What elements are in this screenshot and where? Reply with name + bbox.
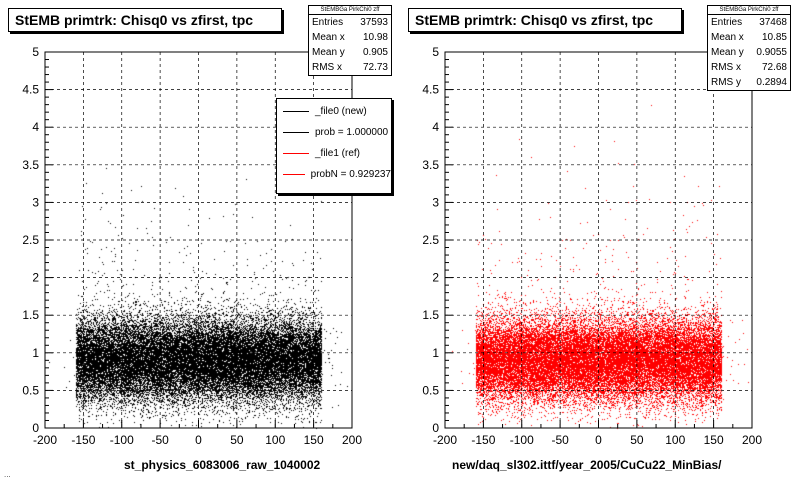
x-tick-label: -200: [33, 433, 57, 447]
y-tick-label: 4.5: [22, 83, 39, 97]
stats-mean-y: Mean y 0.9055: [711, 47, 787, 58]
y-tick-label: 5: [432, 45, 439, 59]
y-tick-label: 2.5: [22, 233, 39, 247]
y-tick-label: 0: [32, 421, 39, 435]
x-tick-label: 50: [630, 433, 644, 447]
x-tick-label: 150: [304, 433, 324, 447]
legend-entry-prob: prob = 1.000000: [277, 122, 391, 143]
legend-entry-file0: _file0 (new): [277, 101, 391, 122]
stats-mean-x: Mean x 10.85: [711, 32, 787, 43]
stats-entries: Entries 37593: [312, 17, 388, 28]
y-tick-label: 3: [432, 195, 439, 209]
x-tick-label: 200: [742, 433, 762, 447]
right-stats-box: StEMBGa PirkChi0 zff Entries 37468 Mean x…: [707, 5, 791, 91]
stats-name: StEMBGa PirkChi0 zff: [708, 6, 790, 15]
y-tick-label: 5: [32, 45, 39, 59]
left-stats-box: StEMBGa PirkChi0 zff Entries 37593 Mean x…: [308, 5, 392, 76]
x-tick-label: -150: [71, 433, 95, 447]
stats-entries: Entries 37468: [711, 17, 787, 28]
x-tick-label: -100: [110, 433, 134, 447]
x-tick-label: 150: [704, 433, 724, 447]
x-tick-label: 100: [665, 433, 685, 447]
x-tick-label: 200: [342, 433, 362, 447]
x-tick-label: -100: [510, 433, 534, 447]
x-tick-label: -200: [433, 433, 457, 447]
footer-text: ...: [4, 470, 11, 479]
right-plot-title: StEMB primtrk: Chisq0 vs zfirst, tpc: [408, 8, 682, 32]
legend-entry-file1: _file1 (ref): [277, 143, 391, 164]
y-tick-label: 1: [32, 346, 39, 360]
x-tick-label: 0: [195, 433, 202, 447]
y-tick-label: 3.5: [22, 158, 39, 172]
y-tick-label: 2: [432, 271, 439, 285]
left-legend: _file0 (new) prob = 1.000000 _file1 (ref…: [276, 98, 392, 194]
y-tick-label: 0.5: [22, 383, 39, 397]
x-tick-label: 50: [230, 433, 244, 447]
right-x-axis-label: new/daq_sl302.ittf/year_2005/CuCu22_MinB…: [452, 458, 722, 472]
stats-mean-x: Mean x 10.98: [312, 32, 388, 43]
stats-rms-x: RMS x 72.68: [711, 62, 787, 73]
y-tick-label: 4: [32, 120, 39, 134]
y-tick-label: 2.5: [422, 233, 439, 247]
x-tick-label: 0: [595, 433, 602, 447]
x-tick-label: -50: [151, 433, 169, 447]
stats-name: StEMBGa PirkChi0 zff: [309, 6, 391, 15]
left-plot-title: StEMB primtrk: Chisq0 vs zfirst, tpc: [8, 8, 282, 32]
y-tick-label: 0: [432, 421, 439, 435]
legend-entry-probN: probN = 0.929237: [277, 164, 391, 185]
y-tick-label: 4.5: [422, 83, 439, 97]
y-tick-label: 1: [432, 346, 439, 360]
left-x-axis-label: st_physics_6083006_raw_1040002: [124, 458, 321, 472]
y-tick-label: 4: [432, 120, 439, 134]
y-tick-label: 1.5: [22, 308, 39, 322]
x-tick-label: -50: [551, 433, 569, 447]
x-tick-label: -150: [471, 433, 495, 447]
stats-mean-y: Mean y 0.905: [312, 47, 388, 58]
y-tick-label: 2: [32, 271, 39, 285]
stats-rms-x: RMS x 72.73: [312, 62, 388, 73]
stats-rms-y: RMS y 0.2894: [711, 77, 787, 88]
y-tick-label: 0.5: [422, 383, 439, 397]
x-tick-label: 100: [265, 433, 285, 447]
y-tick-label: 1.5: [422, 308, 439, 322]
y-tick-label: 3.5: [422, 158, 439, 172]
y-tick-label: 3: [32, 195, 39, 209]
